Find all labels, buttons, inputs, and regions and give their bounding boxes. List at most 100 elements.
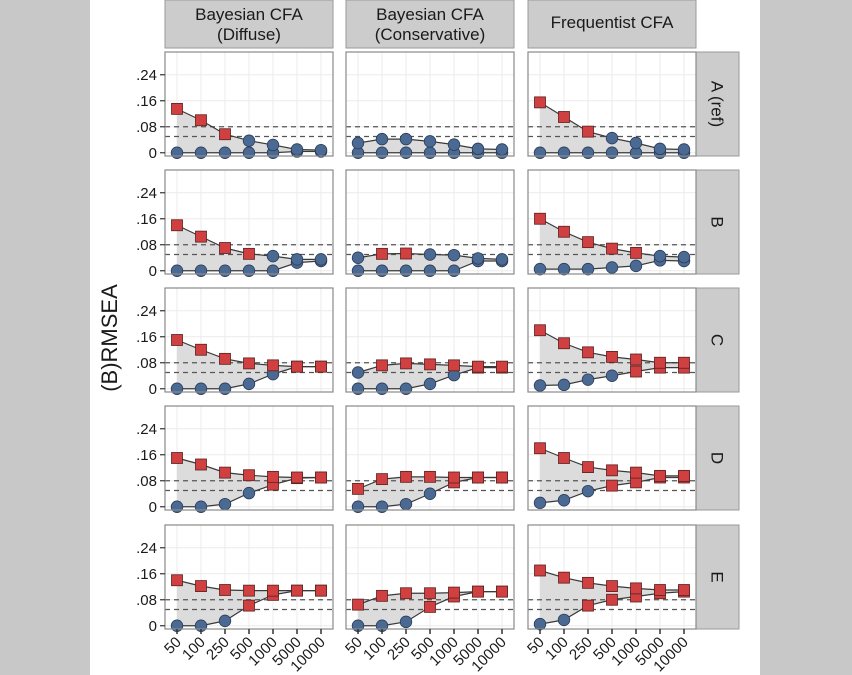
y-tick-label: .24 — [136, 67, 157, 84]
upper-marker-circle — [629, 136, 643, 150]
column-strip — [527, 0, 697, 49]
upper-marker-square — [534, 212, 546, 225]
column-strip-label: Bayesian CFA — [195, 5, 303, 24]
lower-marker-circle — [218, 264, 232, 277]
upper-marker-square — [219, 584, 231, 596]
lower-marker-circle — [375, 500, 389, 513]
x-tick-label: 250 — [566, 634, 596, 664]
upper-marker-circle — [447, 138, 461, 151]
upper-marker-square — [171, 334, 183, 346]
upper-marker-circle — [495, 253, 509, 266]
upper-marker-circle — [399, 132, 413, 146]
y-tick-label: 0 — [149, 263, 157, 280]
lower-marker-square — [424, 601, 436, 613]
range-ribbon — [540, 102, 684, 153]
y-tick-label: .24 — [136, 421, 157, 438]
lower-marker-circle — [170, 382, 184, 395]
upper-marker-square — [630, 582, 642, 595]
lower-marker-circle — [399, 497, 413, 511]
upper-marker-circle — [266, 138, 280, 152]
upper-marker-circle — [423, 135, 437, 148]
row-strip — [695, 169, 740, 275]
panel-border — [345, 169, 515, 275]
upper-marker-square — [291, 584, 303, 597]
upper-marker-square — [630, 466, 642, 479]
range-ribbon — [177, 225, 321, 271]
upper-marker-square — [582, 346, 594, 359]
row-strip — [695, 287, 740, 393]
row-strip-label: E — [708, 571, 727, 582]
upper-marker-square — [352, 482, 364, 495]
y-tick-label: .24 — [136, 303, 157, 320]
facet-panel — [164, 405, 334, 513]
upper-marker-square — [219, 466, 231, 479]
upper-marker-square — [630, 246, 642, 259]
lower-marker-circle — [557, 146, 571, 159]
upper-marker-square — [678, 584, 690, 596]
upper-marker-square — [472, 585, 484, 598]
lower-marker-circle — [423, 377, 437, 391]
upper-marker-square — [171, 452, 183, 464]
lower-marker-circle — [218, 614, 232, 628]
facet-panel — [527, 405, 697, 511]
range-ribbon — [540, 218, 684, 270]
y-tick-label: 0 — [149, 145, 157, 162]
facet-panel — [527, 287, 697, 393]
facet-panel — [345, 405, 515, 513]
upper-marker-square — [606, 350, 618, 363]
facet-panel — [345, 169, 515, 277]
upper-marker-square — [558, 452, 570, 464]
lower-marker-circle — [557, 262, 571, 276]
panel-border — [164, 287, 334, 393]
y-tick-label: .24 — [136, 185, 157, 202]
range-ribbon — [177, 108, 321, 153]
lower-marker-circle — [605, 261, 619, 274]
upper-marker-square — [291, 360, 303, 373]
upper-marker-circle — [495, 143, 509, 156]
y-tick-label: .08 — [136, 237, 157, 254]
upper-marker-square — [558, 337, 570, 350]
column-strip-label: (Conservative) — [375, 25, 486, 44]
lower-marker-circle — [266, 264, 280, 277]
lower-marker-square — [630, 365, 642, 378]
lower-marker-circle — [242, 377, 256, 391]
upper-marker-circle — [471, 142, 485, 156]
y-tick-label: .16 — [136, 447, 157, 464]
lower-marker-circle — [351, 264, 365, 277]
upper-marker-square — [678, 469, 690, 482]
upper-marker-square — [630, 353, 642, 366]
lower-marker-circle — [170, 146, 184, 159]
upper-marker-square — [195, 230, 207, 243]
panel-border — [164, 405, 334, 511]
y-tick-label: .16 — [136, 93, 157, 110]
row-strip-label: C — [708, 334, 727, 346]
lower-marker-circle — [170, 500, 184, 513]
facet-panel — [527, 524, 697, 631]
lower-marker-square — [606, 479, 618, 492]
lower-marker-circle — [605, 146, 619, 159]
upper-marker-circle — [290, 143, 304, 156]
lower-marker-circle — [218, 146, 232, 159]
range-ribbon — [358, 363, 502, 389]
upper-marker-square — [376, 473, 388, 486]
lower-marker-square — [243, 599, 255, 612]
figure-page: Bayesian CFA (Diffuse) Bayesian CFA (Conser… — [90, 0, 760, 675]
lower-marker-circle — [399, 615, 413, 629]
upper-marker-circle — [351, 251, 365, 264]
y-tick-label: 0 — [149, 499, 157, 516]
upper-marker-circle — [677, 143, 691, 156]
upper-marker-square — [400, 470, 412, 483]
y-tick-label: .08 — [136, 355, 157, 372]
upper-marker-square — [195, 458, 207, 471]
column-strip-label: Frequentist CFA — [551, 13, 674, 32]
y-tick-label: .16 — [136, 211, 157, 228]
lower-marker-circle — [533, 262, 547, 276]
lower-marker-circle — [581, 262, 595, 276]
upper-marker-square — [534, 564, 546, 577]
upper-marker-square — [678, 356, 690, 369]
upper-marker-square — [558, 571, 570, 584]
panel-border — [345, 287, 515, 393]
column-strip-label: (Diffuse) — [217, 25, 281, 44]
lower-marker-circle — [194, 382, 208, 395]
upper-marker-square — [171, 219, 183, 232]
